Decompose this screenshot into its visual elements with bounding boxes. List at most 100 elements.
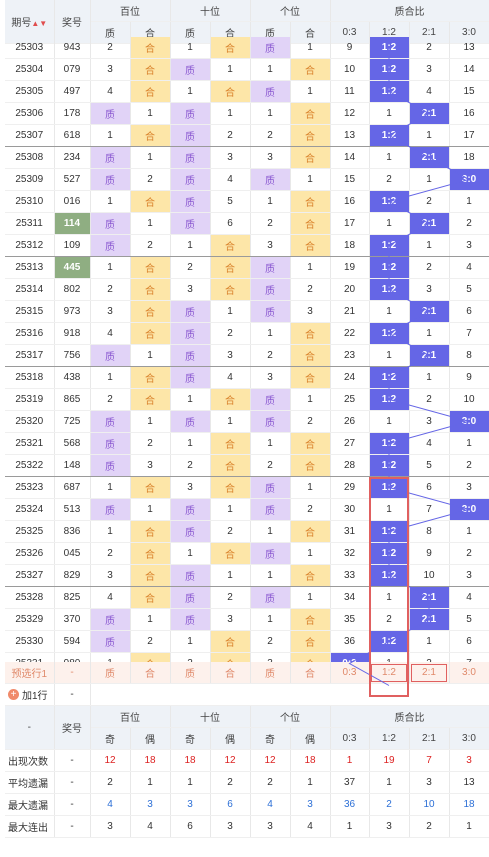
ratio-cell: 3 (449, 476, 489, 499)
sort-icon[interactable]: ▲▼ (31, 19, 48, 28)
period-cell: 25304 (5, 58, 55, 81)
draw-number-cell: 114 (54, 212, 91, 235)
period-cell: 25306 (5, 102, 55, 125)
digit-cell: 合 (130, 366, 171, 389)
predict-ratio[interactable]: 0:3 (330, 662, 370, 684)
predict-cell[interactable]: 合 (210, 662, 251, 684)
digit-cell: 1 (130, 498, 171, 521)
draw-number-cell: 109 (54, 234, 91, 257)
add-row-label: 加1行 (22, 691, 48, 702)
ratio-cell: 6 (449, 300, 489, 323)
digit-cell: 合 (130, 80, 171, 103)
predict-cell[interactable]: 合 (130, 662, 171, 684)
digit-cell: 3 (90, 564, 131, 587)
digit-cell: 2 (90, 37, 131, 59)
ratio-cell: 1 (369, 102, 410, 125)
digit-cell: 质 (90, 608, 131, 631)
stats-dash: - (54, 749, 91, 772)
predict-ratio[interactable]: 2:1 (409, 662, 450, 684)
digit-cell: 2 (170, 454, 211, 477)
digit-cell: 质 (250, 300, 291, 323)
digit-cell: 质 (170, 608, 211, 631)
digit-cell: 合 (130, 300, 171, 323)
digit-cell: 3 (210, 344, 251, 367)
stats-value: 2 (210, 771, 251, 794)
period-cell: 25329 (5, 608, 55, 631)
ratio-cell: 1:2 (369, 190, 410, 213)
ratio-cell: 21 (330, 300, 370, 323)
draw-number-cell: 802 (54, 278, 91, 301)
digit-cell: 2 (130, 630, 171, 653)
digit-cell: 合 (290, 366, 331, 389)
table-row: 25324 513 质 1 质 1 质 2 30 1 7 3:0 (5, 498, 489, 521)
predict-ratio[interactable]: 1:2 (369, 662, 410, 684)
ratio-cell: 3:0 (449, 410, 489, 433)
number-column-header: 奖号 (54, 0, 91, 44)
tens-header: 十位 (170, 0, 251, 22)
digit-cell: 5 (210, 190, 251, 213)
table-row: 25330 594 质 2 1 合 2 合 36 1:2 1 6 (5, 630, 489, 653)
footer-ratio-sub: 1:2 (369, 727, 410, 750)
digit-cell: 1 (210, 58, 251, 81)
period-column-header[interactable]: 期号▲▼ (5, 0, 55, 44)
table-row: 25329 370 质 1 质 3 1 合 35 2 2:1 5 (5, 608, 489, 631)
digit-cell: 质 (250, 80, 291, 103)
predict-cell[interactable]: 质 (90, 662, 131, 684)
digit-cell: 合 (290, 432, 331, 455)
digit-cell: 1 (210, 498, 251, 521)
period-cell: 25330 (5, 630, 55, 653)
ratio-cell: 1 (449, 520, 489, 543)
digit-cell: 合 (130, 564, 171, 587)
table-row: 25315 973 3 合质 1 质 3 21 1 2:1 6 (5, 300, 489, 323)
ratio-cell: 2 (409, 37, 450, 59)
predict-cell[interactable]: 质 (170, 662, 211, 684)
digit-cell: 合 (130, 586, 171, 609)
table-row: 25322 148 质 3 2 合 2 合 28 1:2 5 2 (5, 454, 489, 477)
ratio-cell: 10 (449, 388, 489, 411)
stats-value: 1 (369, 771, 410, 794)
ratio-cell: 17 (449, 124, 489, 147)
table-row: 25321 568 质 2 1 合 1 合 27 1:2 4 1 (5, 432, 489, 455)
ratio-cell: 13 (449, 37, 489, 59)
predict-cell[interactable]: 质 (250, 662, 291, 684)
digit-cell: 质 (170, 300, 211, 323)
ratio-cell: 13 (330, 124, 370, 147)
ratio-cell: 3 (409, 58, 450, 81)
digit-cell: 质 (170, 190, 211, 213)
digit-cell: 1 (290, 586, 331, 609)
period-cell: 25305 (5, 80, 55, 103)
draw-number-cell: 756 (54, 344, 91, 367)
digit-cell: 质 (170, 146, 211, 169)
ratio-cell: 32 (330, 542, 370, 565)
digit-cell: 质 (90, 146, 131, 169)
digit-cell: 合 (290, 630, 331, 653)
add-row-button[interactable]: + 加1行 (5, 683, 55, 706)
ratio-cell: 2 (369, 608, 410, 631)
digit-cell: 合 (290, 520, 331, 543)
predict-cell[interactable]: 合 (290, 662, 331, 684)
digit-cell: 3 (210, 608, 251, 631)
ratio-cell: 1 (449, 432, 489, 455)
predict-ratio[interactable]: 3:0 (449, 662, 489, 684)
ratio-cell: 1 (409, 322, 450, 345)
digit-cell: 4 (90, 80, 131, 103)
digit-cell: 质 (90, 454, 131, 477)
draw-number-cell: 829 (54, 564, 91, 587)
ratio-cell: 2:1 (409, 344, 450, 367)
stats-value: 3 (409, 771, 450, 794)
prediction-row[interactable]: 预选行1 - 质 合 质 合 质 合 0:3 1:2 2:1 3:0 (5, 662, 489, 684)
ratio-cell: 1:2 (369, 432, 410, 455)
stats-value: 1 (449, 815, 489, 838)
digit-cell: 3 (170, 278, 211, 301)
ratio-cell: 2:1 (409, 212, 450, 235)
digit-cell: 质 (170, 212, 211, 235)
table-row: 25327 829 3 合质 1 1 合 33 1:2 10 3 (5, 564, 489, 587)
digit-cell: 质 (90, 344, 131, 367)
ratio-cell: 27 (330, 432, 370, 455)
ratio-cell: 1 (409, 630, 450, 653)
digit-cell: 4 (90, 586, 131, 609)
digit-cell: 1 (250, 190, 291, 213)
ratio-cell: 7 (449, 322, 489, 345)
digit-cell: 合 (290, 190, 331, 213)
stats-value: 37 (330, 771, 370, 794)
